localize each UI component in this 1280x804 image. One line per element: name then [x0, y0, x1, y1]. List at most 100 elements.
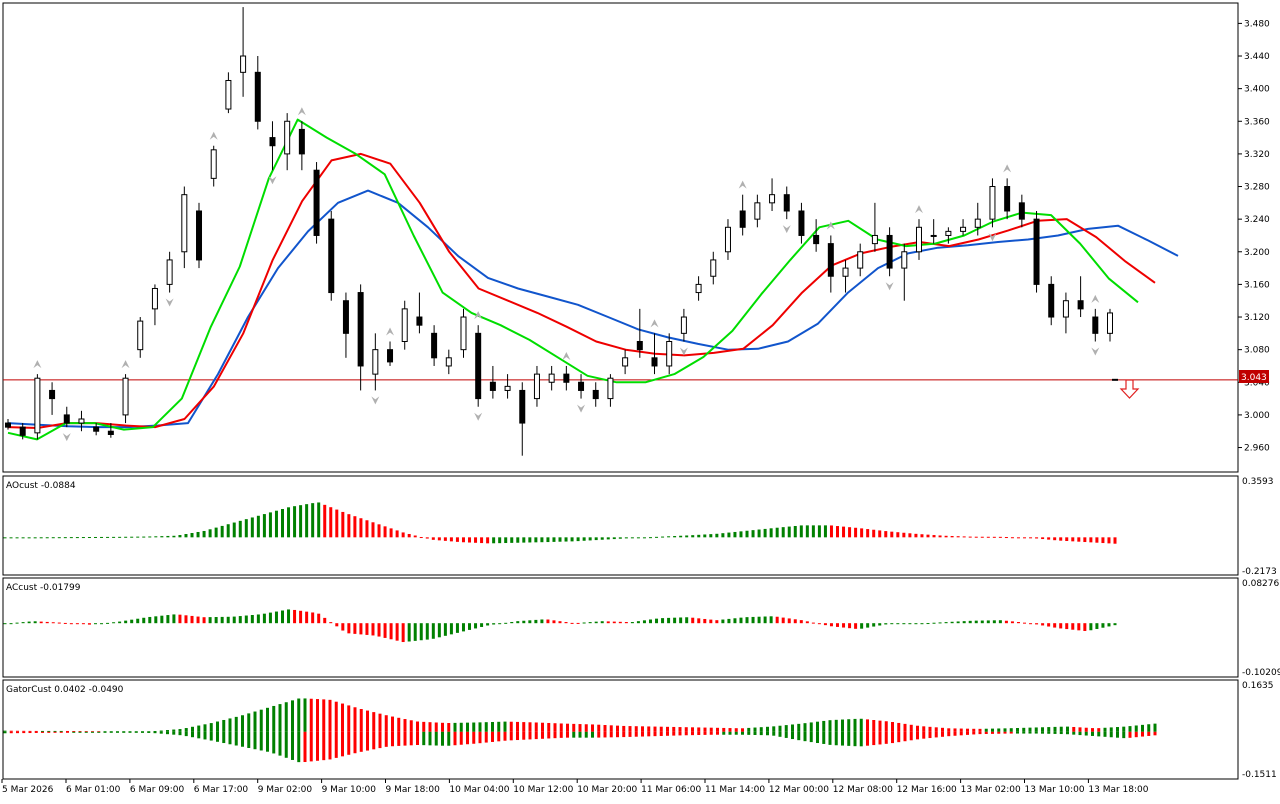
candle — [1003, 164, 1012, 220]
gator-lower-bar — [609, 731, 613, 738]
gator-upper-bar — [634, 726, 638, 732]
gator-lower-bar — [553, 731, 557, 739]
gator-lower-bar — [84, 731, 88, 733]
ao-bar — [679, 535, 683, 538]
ac-indicator-panel[interactable] — [2, 577, 1239, 678]
ac-bar — [268, 612, 272, 624]
ao-bar — [15, 537, 19, 539]
gator-upper-bar — [1059, 726, 1063, 732]
ac-bar — [184, 615, 188, 624]
ao-bar — [992, 536, 996, 538]
ao-bar — [480, 537, 484, 544]
ac-bar — [866, 623, 870, 628]
gator-upper-bar — [547, 722, 551, 732]
gator-upper-bar — [203, 724, 207, 732]
time-tick-label: 5 Mar 2026 — [2, 785, 54, 795]
ac-bar — [468, 623, 472, 630]
gator-lower-bar — [653, 731, 657, 737]
time-tick-label: 11 Mar 06:00 — [641, 785, 701, 795]
ao-bar — [238, 520, 242, 538]
ac-bar — [250, 615, 254, 624]
ac-bar — [763, 616, 767, 624]
gator-lower-bar — [784, 731, 788, 738]
gator-lower-bar — [1128, 731, 1132, 738]
time-tick-label: 12 Mar 08:00 — [833, 785, 893, 795]
ac-bar — [890, 623, 894, 625]
gator-lower-bar — [1009, 731, 1013, 734]
ao-bar — [703, 534, 707, 538]
ao-bar — [781, 527, 785, 538]
ac-bar — [799, 620, 803, 624]
gator-upper-bar — [122, 731, 126, 733]
gator-upper-bar — [997, 728, 1001, 732]
gator-lower-bar — [991, 731, 994, 734]
candle — [636, 308, 643, 358]
gator-lower-bar — [716, 731, 719, 735]
gator-upper-bar — [791, 724, 794, 732]
candle — [342, 292, 349, 358]
ao-bar — [63, 537, 67, 539]
ao-scale-bottom: -0.2173 — [1242, 567, 1277, 577]
ao-bar — [293, 506, 297, 538]
ac-bar — [793, 619, 797, 624]
ac-bar — [956, 621, 960, 624]
gator-upper-bar — [897, 722, 901, 732]
gator-lower-bar — [234, 731, 238, 746]
ac-bar — [311, 612, 315, 624]
gator-upper-bar — [616, 725, 619, 732]
gator-upper-bar — [928, 726, 932, 732]
ao-bar — [45, 537, 49, 539]
gator-lower-bar — [709, 731, 713, 735]
ao-bar — [866, 529, 870, 538]
gator-indicator-panel[interactable] — [2, 679, 1239, 780]
gator-lower-bar — [384, 731, 388, 747]
ao-panel-label: AOcust -0.0884 — [6, 481, 76, 491]
gator-lower-bar — [203, 731, 207, 740]
ao-bar — [902, 532, 906, 538]
ac-bar — [305, 611, 309, 624]
gator-upper-bar — [284, 702, 288, 732]
ao-indicator-panel[interactable] — [2, 475, 1239, 576]
candle — [1091, 294, 1100, 356]
gator-upper-bar — [216, 721, 219, 732]
fractal-up-icon — [914, 205, 923, 214]
ac-bar — [142, 617, 146, 624]
gator-lower-bar — [97, 731, 101, 733]
gator-lower-bar — [1122, 731, 1126, 739]
ao-bar — [57, 537, 61, 539]
candle — [107, 423, 114, 438]
gator-upper-bar — [722, 727, 726, 732]
ac-bar — [636, 621, 640, 624]
gator-lower-bar — [178, 731, 182, 736]
gator-lower-bar — [1059, 731, 1063, 735]
ac-bar — [63, 622, 67, 624]
ac-bar — [244, 615, 248, 624]
fractal-up-icon — [738, 180, 747, 189]
gator-lower-bar — [197, 731, 201, 739]
gator-upper-bar — [678, 727, 682, 732]
alligator-lips-line — [7, 118, 1139, 441]
ao-bar — [1010, 537, 1014, 539]
ac-bar — [703, 618, 707, 624]
gator-upper-bar — [184, 728, 188, 732]
gator-upper-bar — [941, 727, 944, 732]
ac-bar — [642, 620, 646, 624]
candle — [401, 300, 408, 350]
ac-bar — [986, 620, 990, 624]
gator-lower-bar — [666, 731, 669, 736]
ac-bar — [202, 617, 206, 624]
ac-bar — [395, 623, 399, 641]
gator-lower-bar — [672, 731, 676, 736]
main-price-panel[interactable] — [2, 2, 1239, 473]
down-arrow-icon — [1119, 379, 1140, 399]
price-tick-label: 3.000 — [1244, 411, 1270, 421]
ao-bar — [504, 537, 508, 544]
gator-upper-bar — [959, 728, 963, 732]
gator-lower-bar — [997, 731, 1001, 734]
gator-upper-bar — [403, 719, 407, 732]
ac-bar — [757, 616, 761, 624]
gator-lower-bar — [503, 731, 507, 741]
ao-bar — [226, 524, 230, 538]
